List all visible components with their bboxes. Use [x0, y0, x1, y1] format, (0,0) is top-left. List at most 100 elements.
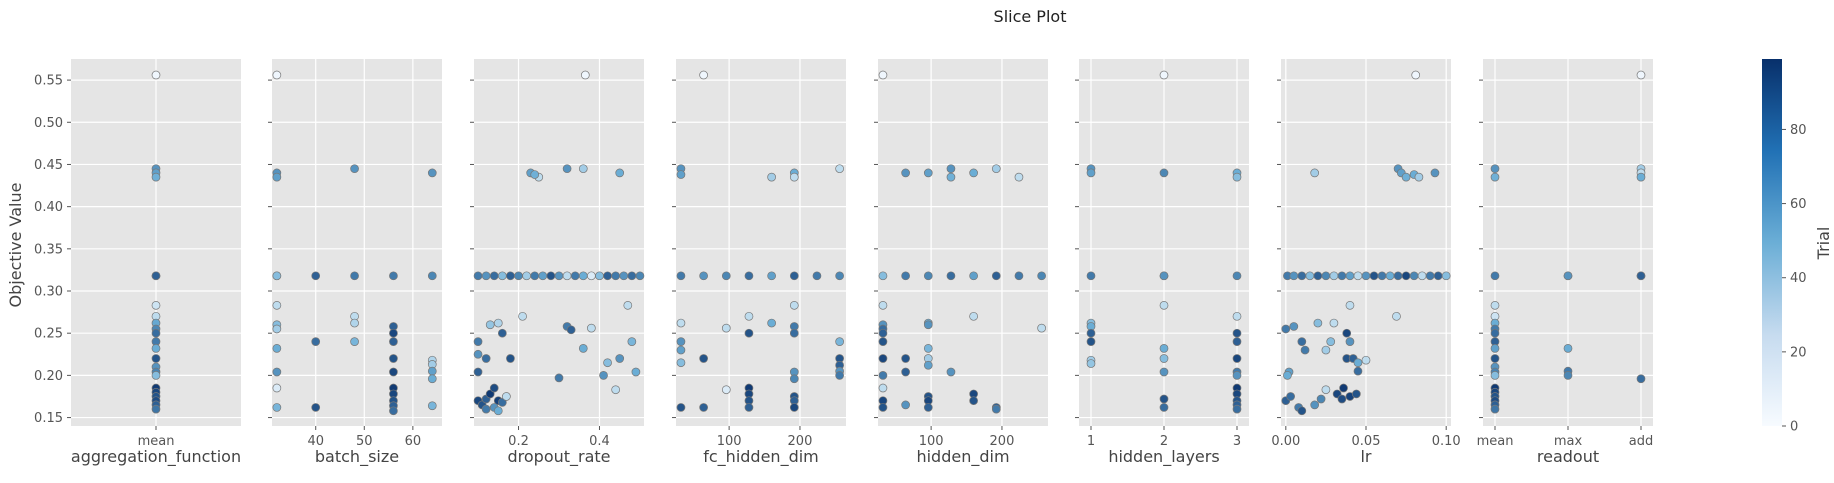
data-point [901, 271, 910, 281]
data-point [530, 271, 540, 281]
data-point [1345, 271, 1355, 281]
panel-readout: mean max add readout [1477, 59, 1653, 466]
data-point [676, 271, 686, 281]
data-point [1490, 344, 1500, 353]
data-point [1401, 271, 1411, 281]
data-point [272, 172, 282, 182]
data-point [1636, 374, 1646, 384]
data-point [481, 354, 491, 363]
data-point [1563, 371, 1573, 380]
data-point [489, 383, 499, 393]
data-point [611, 271, 621, 281]
data-point [570, 271, 580, 281]
data-point [1353, 358, 1363, 368]
data-point [1352, 389, 1361, 399]
data-point [389, 328, 398, 338]
data-point [1342, 328, 1352, 338]
data-point [1345, 301, 1355, 310]
data-point [485, 389, 495, 399]
data-point [1385, 271, 1395, 281]
data-point [1417, 271, 1427, 281]
x-axis-title-aggregation_function: aggregation_function [71, 447, 241, 467]
y-tick-label: 0.40 [34, 200, 63, 215]
data-point [562, 271, 572, 281]
data-point [1286, 392, 1295, 401]
data-point [789, 271, 799, 281]
data-point [506, 271, 515, 281]
data-point [789, 301, 799, 310]
colorbar-label: Trial [1814, 227, 1833, 261]
data-point [497, 398, 507, 407]
x-tick-label: max [1554, 434, 1583, 449]
data-point [1159, 70, 1169, 80]
data-point [1369, 271, 1379, 281]
panel-hidden_layers: 1 2 3 hidden_layers [1075, 59, 1249, 467]
data-point [389, 271, 398, 281]
data-point [1490, 371, 1500, 380]
data-point [1377, 271, 1387, 281]
data-point [311, 271, 321, 281]
data-point [1159, 301, 1169, 310]
data-point [789, 328, 799, 338]
data-point [923, 271, 933, 281]
data-point [835, 271, 844, 281]
data-point [151, 301, 161, 310]
y-tick-label: 0.45 [34, 158, 63, 173]
data-point [1321, 385, 1331, 395]
data-point [151, 271, 161, 281]
data-point [1353, 271, 1363, 281]
colorbar-gradient [1762, 59, 1782, 426]
y-tick-label: 0.15 [34, 411, 63, 426]
data-point [1159, 344, 1169, 353]
data-point [1321, 271, 1331, 281]
data-point [627, 337, 637, 346]
data-point [969, 311, 978, 321]
data-point [506, 354, 515, 363]
data-point [676, 337, 686, 346]
data-point [389, 367, 398, 377]
data-point [272, 367, 282, 377]
data-point [744, 271, 754, 281]
data-point [1393, 271, 1403, 281]
y-tick-label: 0.35 [34, 242, 63, 257]
data-point [151, 328, 161, 338]
data-point [991, 164, 1001, 174]
data-point [1289, 271, 1299, 281]
data-point [901, 400, 910, 410]
x-tick-label: 0.05 [1352, 434, 1381, 449]
data-point [272, 403, 282, 412]
data-point [272, 344, 282, 353]
data-point [427, 366, 437, 376]
data-point [473, 367, 483, 377]
data-point [767, 271, 776, 281]
data-point [969, 396, 978, 406]
data-point [1281, 324, 1291, 334]
x-tick-label: 2 [1160, 434, 1168, 449]
data-point [578, 271, 588, 281]
panel-lr: 0.00 0.05 0.10 lr [1271, 59, 1461, 466]
data-point [1159, 367, 1169, 377]
x-axis-title-fc_hidden_dim: fc_hidden_dim [703, 447, 819, 467]
data-point [611, 385, 621, 395]
data-point [878, 328, 888, 338]
data-point [389, 337, 398, 346]
data-point [518, 311, 527, 321]
data-point [311, 403, 321, 412]
data-point [599, 371, 608, 380]
data-point [878, 70, 888, 80]
x-tick-label: 60 [405, 434, 422, 449]
data-point [878, 354, 888, 363]
data-point [991, 271, 1001, 281]
data-point [923, 320, 933, 330]
data-point [946, 172, 956, 182]
data-point [1086, 328, 1096, 338]
data-point [699, 403, 708, 412]
data-point [151, 344, 161, 353]
data-point [1441, 271, 1451, 281]
x-axis-title-hidden_dim: hidden_dim [916, 447, 1009, 467]
data-point [991, 404, 1001, 414]
data-point [151, 172, 161, 182]
data-point [1232, 354, 1242, 363]
